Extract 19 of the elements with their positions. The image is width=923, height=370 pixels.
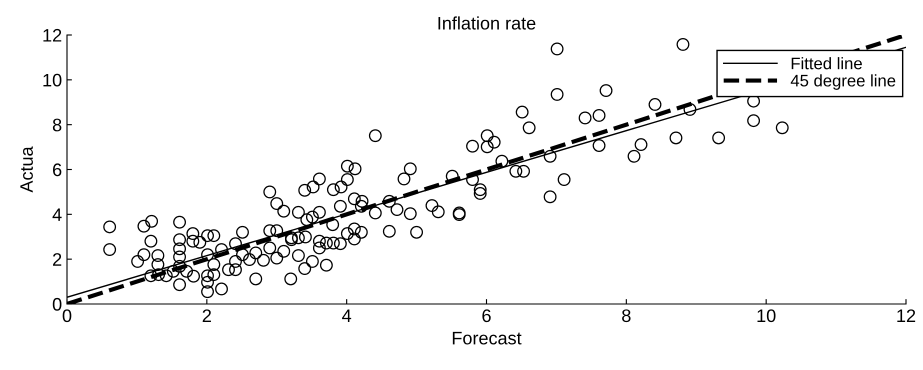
- x-tick-label: 4: [342, 310, 352, 322]
- x-tick-label: 12: [897, 309, 916, 322]
- y-tick-label: 12: [43, 28, 62, 42]
- x-tick-label: 10: [758, 309, 776, 322]
- y-tick-label: 0: [52, 298, 62, 311]
- x-axis-title: Forecast: [452, 332, 522, 345]
- y-tick-label: 6: [53, 163, 62, 176]
- legend-label: 45 degree line: [790, 74, 896, 90]
- y-tick-label: 2: [53, 253, 62, 266]
- legend-label: Fitted line: [792, 57, 862, 70]
- x-tick-label: 0: [62, 309, 72, 322]
- y-tick-label: 4: [52, 208, 62, 221]
- y-axis-title: Actua: [20, 146, 33, 193]
- chart-title: Inflation rate: [438, 16, 536, 30]
- x-tick-label: 6: [482, 309, 491, 322]
- y-tick-label: 8: [52, 118, 62, 132]
- x-tick-label: 8: [622, 309, 631, 322]
- x-tick-label: 2: [202, 309, 211, 322]
- y-tick-label: 10: [43, 74, 62, 87]
